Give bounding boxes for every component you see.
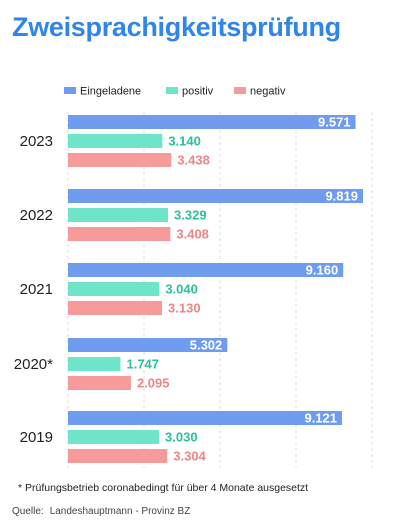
data-label-positiv-3: 1.747 — [126, 357, 159, 372]
bar-eingeladene-0 — [68, 115, 356, 129]
legend-label-1: positiv — [182, 86, 214, 98]
bar-positiv-0 — [68, 134, 163, 148]
bar-negativ-4 — [68, 449, 168, 463]
data-label-positiv-1: 3.329 — [174, 208, 207, 223]
category-label-2: 2021 — [20, 281, 53, 298]
data-label-eingeladene-2: 9.160 — [306, 263, 339, 278]
legend-swatch-2 — [234, 87, 246, 94]
source-label: Quelle: — [12, 506, 44, 517]
bar-eingeladene-2 — [68, 263, 344, 277]
chart-title: Zweisprachigkeitsprüfung — [12, 12, 341, 42]
bar-positiv-3 — [68, 357, 121, 371]
category-label-0: 2023 — [20, 133, 53, 150]
legend-swatch-0 — [64, 87, 76, 94]
bar-negativ-0 — [68, 153, 172, 167]
footnote: * Prüfungsbetrieb coronabedingt für über… — [18, 482, 309, 494]
data-label-positiv-0: 3.140 — [168, 134, 201, 149]
bar-negativ-2 — [68, 301, 163, 315]
legend-swatch-1 — [166, 87, 178, 94]
bar-negativ-1 — [68, 227, 171, 241]
bar-positiv-1 — [68, 208, 169, 222]
bar-eingeladene-4 — [68, 411, 343, 425]
bar-positiv-2 — [68, 282, 160, 296]
source-text: Landeshauptmann - Provinz BZ — [49, 506, 191, 517]
bar-negativ-3 — [68, 376, 131, 390]
data-label-eingeladene-4: 9.121 — [304, 411, 337, 426]
data-label-positiv-4: 3.030 — [165, 430, 198, 445]
category-label-4: 2019 — [20, 429, 53, 446]
data-label-negativ-2: 3.130 — [168, 301, 201, 316]
data-label-negativ-4: 3.304 — [173, 449, 206, 464]
data-label-eingeladene-1: 9.819 — [325, 189, 358, 204]
bar-eingeladene-1 — [68, 189, 363, 203]
legend-label-0: Eingeladene — [80, 86, 141, 98]
data-label-eingeladene-3: 5.302 — [190, 338, 223, 353]
category-label-3: 2020* — [14, 356, 53, 373]
data-label-negativ-0: 3.438 — [177, 153, 210, 168]
bar-eingeladene-3 — [68, 338, 228, 352]
source-line: Quelle: Landeshauptmann - Provinz BZ — [12, 506, 190, 517]
category-label-1: 2022 — [20, 207, 53, 224]
data-label-negativ-3: 2.095 — [137, 376, 170, 391]
data-label-eingeladene-0: 9.571 — [318, 115, 351, 130]
data-label-negativ-1: 3.408 — [176, 227, 209, 242]
bar-positiv-4 — [68, 430, 160, 444]
data-label-positiv-2: 3.040 — [165, 282, 198, 297]
legend-label-2: negativ — [250, 86, 286, 98]
